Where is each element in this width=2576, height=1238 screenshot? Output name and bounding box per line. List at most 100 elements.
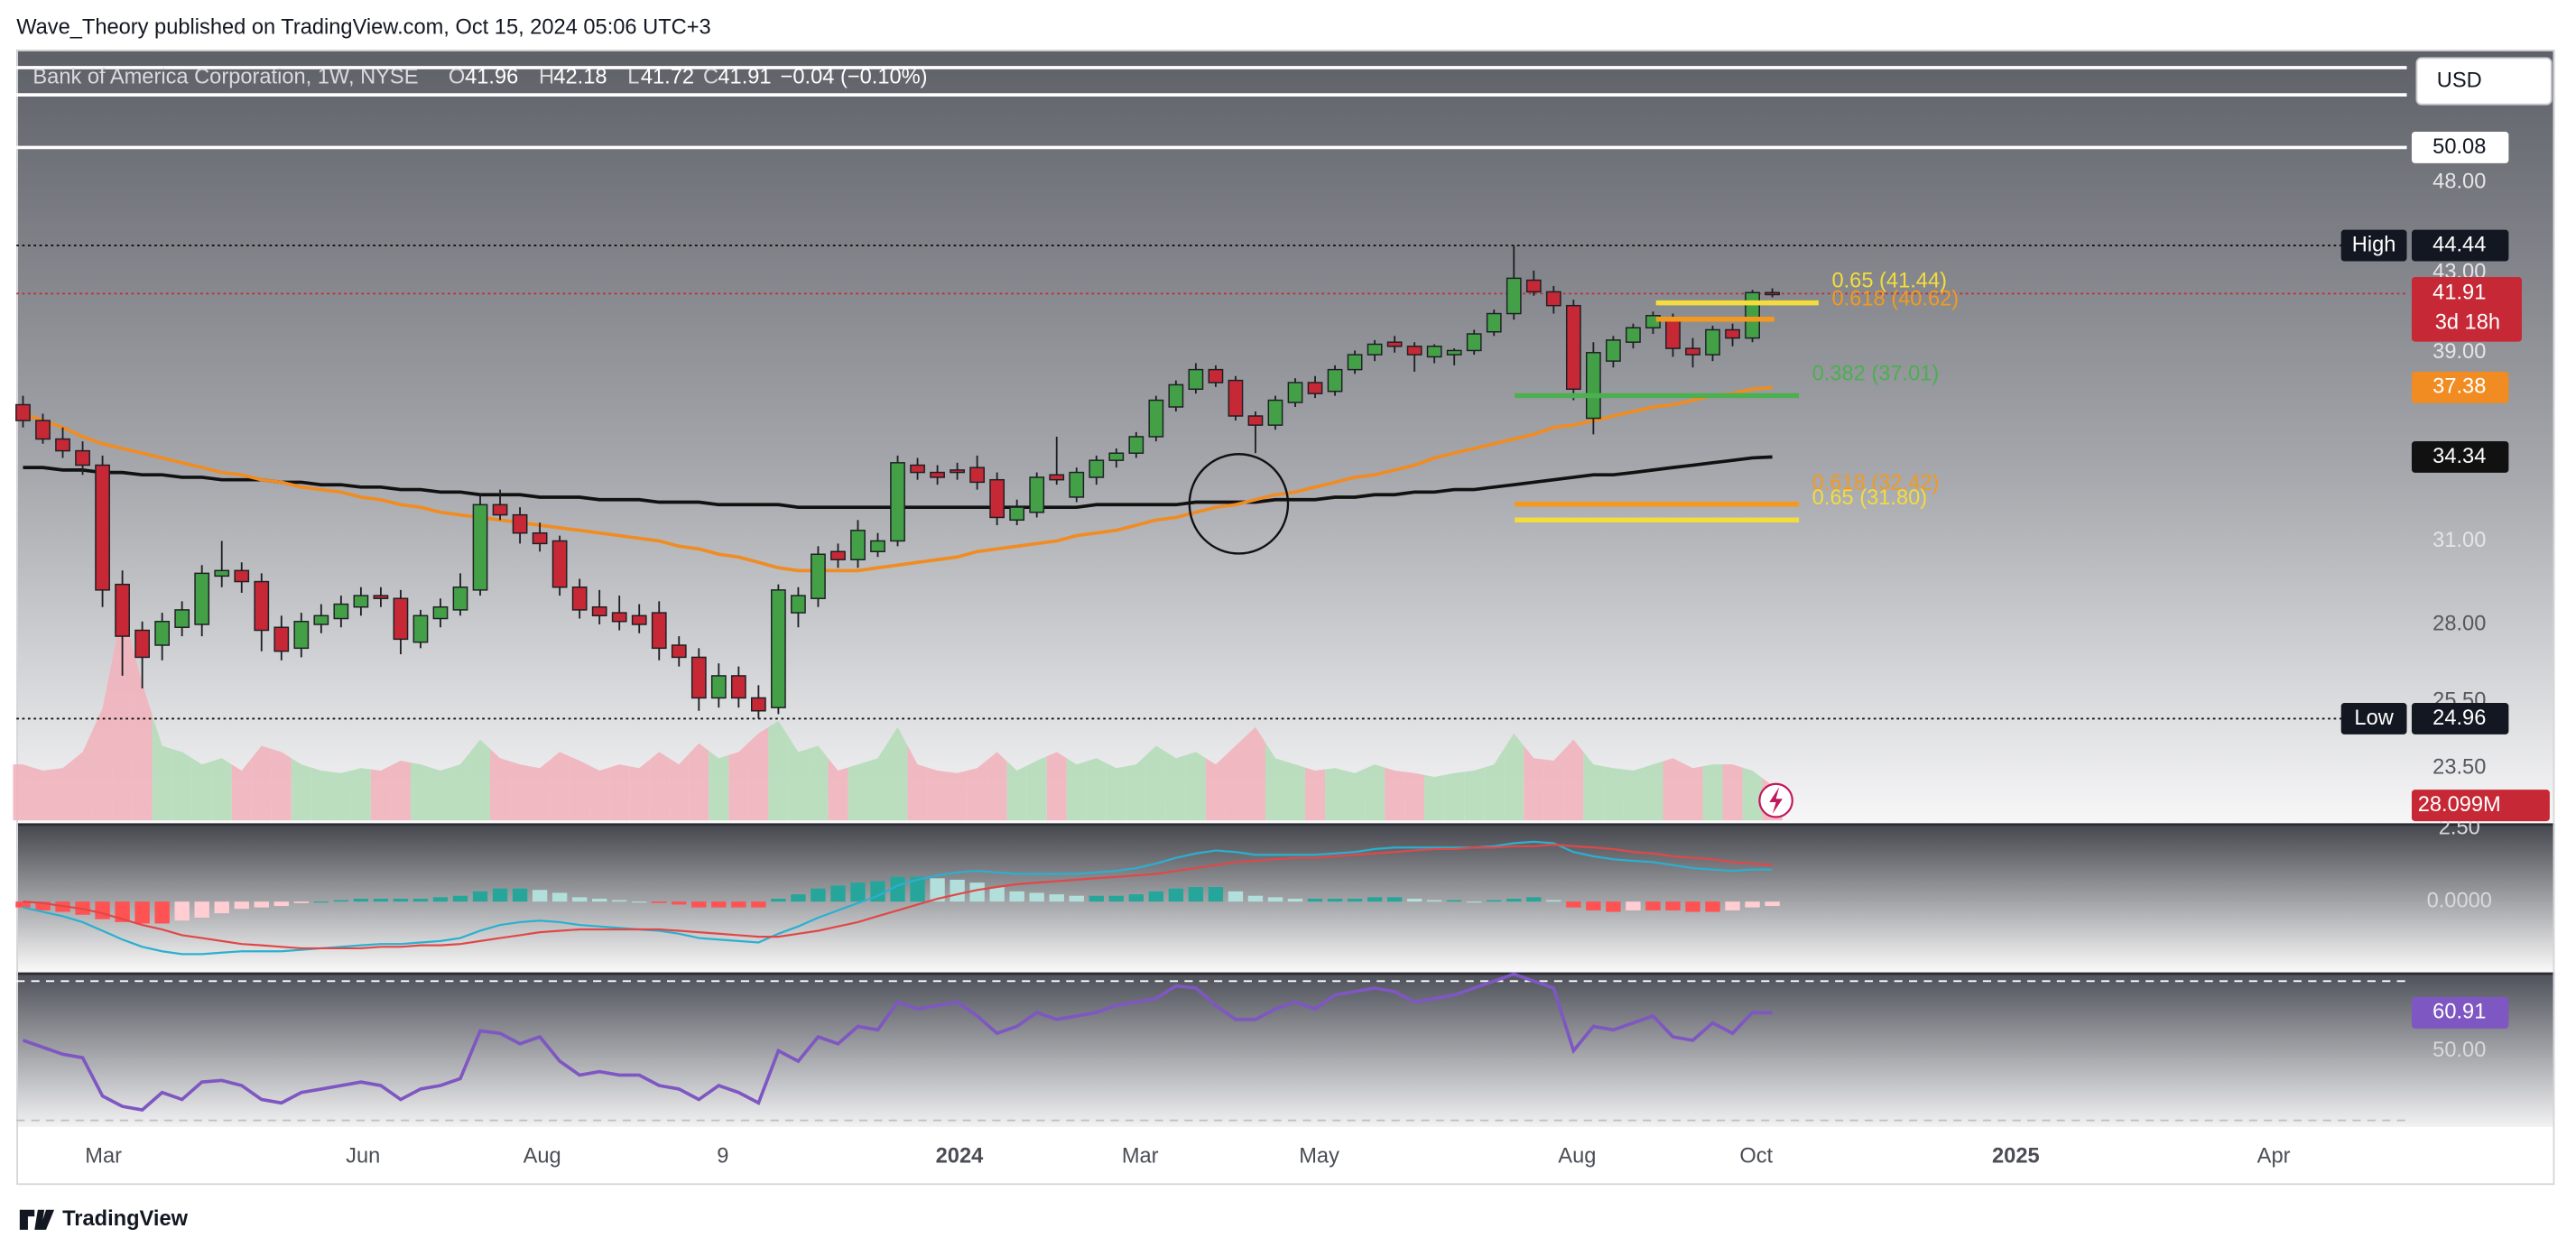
x-tick-label: 2024 [936,1143,984,1168]
macd-tick-label: 0.0000 [2427,888,2492,912]
volume-area [72,730,93,821]
candle-body [1626,327,1641,343]
volume-area [310,767,331,821]
y-tick-label: 39.00 [2432,339,2486,364]
candle-body [1089,459,1105,478]
candle-body [1606,339,1621,362]
volume-area [1026,756,1047,821]
macd-histogram-bar [393,898,409,902]
candle-body [1466,333,1482,352]
macd-histogram-bar [1307,898,1323,902]
time-axis [16,1126,2555,1186]
x-tick-label: Jun [346,1143,380,1168]
signal-line [23,844,1773,950]
x-tick-label: Apr [2257,1143,2291,1168]
fib-label: 0.65 (31.80) [1812,485,1927,510]
macd-histogram-bar [791,894,806,902]
candle-body [989,478,1005,519]
volume-area [1385,767,1405,821]
macd-histogram-bar [492,888,508,902]
macd-histogram-bar [214,901,229,914]
volume-area [330,771,351,821]
candle-body [1705,328,1720,356]
x-tick-label: Mar [1122,1143,1159,1168]
ma200-price-tag: 34.34 [2432,444,2486,468]
volume-area [1345,768,1366,821]
macd-histogram-bar [1765,901,1780,907]
macd-histogram-bar [174,901,190,921]
macd-histogram-bar [1128,894,1144,902]
volume-area [350,768,371,821]
candle-body [791,595,806,614]
candle-body [313,614,329,625]
candle-body [1685,347,1700,356]
volume-area [947,771,968,821]
macd-histogram-bar [1426,900,1442,902]
candle-body [1745,291,1760,339]
volume-area [1205,754,1226,821]
candle-body [910,464,925,474]
macd-histogram-bar [1009,891,1024,902]
candle-body [1188,368,1204,391]
candle-body [432,605,449,620]
candle-body [830,550,846,560]
x-tick-label: May [1299,1143,1339,1168]
macd-histogram-bar [1526,897,1542,902]
volume-area [1504,733,1524,821]
macd-histogram-bar [134,901,150,924]
macd-histogram-bar [1685,901,1700,912]
currency-button[interactable] [2415,57,2553,106]
macd-histogram-bar [1406,898,1422,902]
macd-histogram-bar [1287,898,1303,902]
legend-ohlc-value: 41.96 [465,65,518,89]
candle-body [1765,291,1780,296]
volume-area [1245,726,1265,821]
high-price-tag: 44.44 [2432,232,2486,256]
candle-body [15,403,31,421]
candle-body [1247,415,1264,426]
volume-area [689,743,709,821]
macd-histogram-bar [95,901,110,919]
candle-body [452,587,468,611]
x-tick-label: Aug [1558,1143,1596,1168]
volume-area [470,739,491,821]
volume-area [1046,752,1067,821]
volume-area [1623,767,1644,821]
candle-body [273,626,290,652]
volume-area [570,756,590,821]
candle-body [1486,312,1502,333]
candle-body [532,531,548,545]
price-tags: 50.08 High 44.44 Low 24.96 41.91 3d 18h 37.38 34… [2340,132,2550,1029]
ma50-price-tag-box [2411,371,2509,403]
candle-body [393,597,409,641]
macd-histogram-bar [1367,897,1383,902]
volume-area [1365,764,1385,821]
candle-body [174,609,190,628]
candle-body [1287,382,1303,403]
main-pane [16,50,2555,824]
volume-area [132,646,153,821]
volume-area [1165,752,1186,821]
volume-area [728,743,749,821]
rsi-tick-label: 50.00 [2432,1038,2486,1062]
volume-area [1185,752,1206,821]
volume-area [907,745,928,821]
candle-body [1009,506,1025,522]
macd-histogram-bar [910,876,925,902]
macd-histogram-bar [1148,891,1164,902]
legend-ohlc-value: 41.72 [641,65,694,89]
fib-label: 0.65 (41.44) [1831,268,1946,292]
volume-area [1643,761,1663,821]
macd-histogram-bar [15,901,31,908]
macd-histogram-bar [1725,901,1740,910]
candle-body [591,605,607,617]
macd-histogram-bar [432,897,449,902]
macd-histogram-bar [313,901,329,903]
countdown-tag: 3d 18h [2435,310,2500,335]
macd-histogram-bar [1108,895,1124,902]
macd-histogram-bar [969,882,985,902]
candle-body [512,513,528,534]
candle-body [353,595,369,608]
macd-histogram-bar [1745,901,1760,908]
fib-label: 0.618 (32.42) [1812,471,1940,495]
